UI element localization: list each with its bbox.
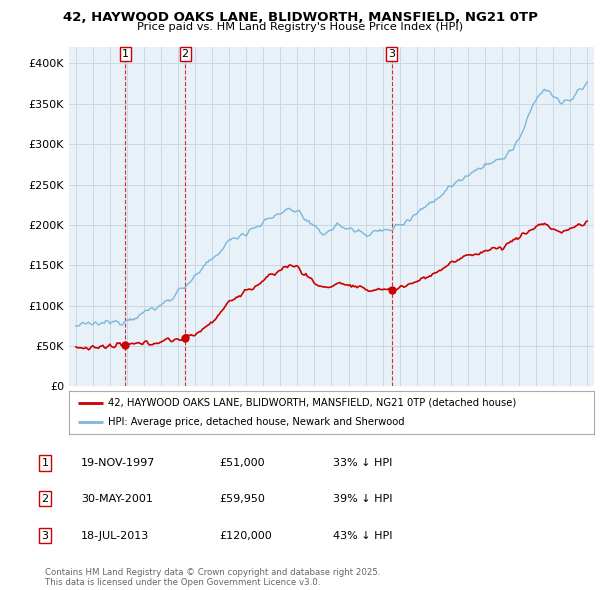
Text: 1: 1 xyxy=(122,49,128,59)
Text: 2: 2 xyxy=(182,49,188,59)
Text: 3: 3 xyxy=(41,531,49,540)
Text: £59,950: £59,950 xyxy=(219,494,265,503)
Text: 18-JUL-2013: 18-JUL-2013 xyxy=(81,531,149,540)
Text: Price paid vs. HM Land Registry's House Price Index (HPI): Price paid vs. HM Land Registry's House … xyxy=(137,22,463,32)
Text: 1: 1 xyxy=(41,458,49,468)
Text: £120,000: £120,000 xyxy=(219,531,272,540)
Text: £51,000: £51,000 xyxy=(219,458,265,468)
Text: 3: 3 xyxy=(388,49,395,59)
Text: 2: 2 xyxy=(41,494,49,503)
Text: 19-NOV-1997: 19-NOV-1997 xyxy=(81,458,155,468)
Text: 30-MAY-2001: 30-MAY-2001 xyxy=(81,494,153,503)
Text: 42, HAYWOOD OAKS LANE, BLIDWORTH, MANSFIELD, NG21 0TP (detached house): 42, HAYWOOD OAKS LANE, BLIDWORTH, MANSFI… xyxy=(109,398,517,408)
Text: 33% ↓ HPI: 33% ↓ HPI xyxy=(333,458,392,468)
Text: Contains HM Land Registry data © Crown copyright and database right 2025.
This d: Contains HM Land Registry data © Crown c… xyxy=(45,568,380,587)
Text: HPI: Average price, detached house, Newark and Sherwood: HPI: Average price, detached house, Newa… xyxy=(109,417,405,427)
Text: 43% ↓ HPI: 43% ↓ HPI xyxy=(333,531,392,540)
Text: 42, HAYWOOD OAKS LANE, BLIDWORTH, MANSFIELD, NG21 0TP: 42, HAYWOOD OAKS LANE, BLIDWORTH, MANSFI… xyxy=(62,11,538,24)
Text: 39% ↓ HPI: 39% ↓ HPI xyxy=(333,494,392,503)
